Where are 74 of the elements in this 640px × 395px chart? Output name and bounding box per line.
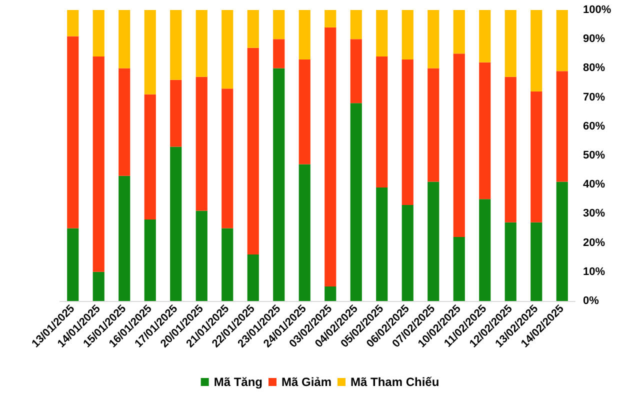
bar	[428, 182, 440, 301]
bar	[530, 91, 542, 222]
bar	[376, 56, 388, 188]
bar	[67, 10, 79, 36]
bar	[556, 182, 568, 301]
bar	[144, 10, 156, 94]
bar	[504, 222, 516, 301]
bar	[453, 10, 465, 54]
bar	[222, 228, 234, 301]
bar	[170, 146, 182, 301]
bar	[92, 56, 104, 272]
bar	[479, 62, 491, 200]
bar	[196, 210, 208, 301]
bar	[170, 10, 182, 80]
bar	[376, 10, 388, 57]
bar	[504, 10, 516, 77]
bar	[67, 228, 79, 301]
bar	[530, 222, 542, 301]
legend-label: Mã Tham Chiếu	[350, 375, 440, 389]
bar	[376, 188, 388, 301]
bar	[324, 10, 336, 28]
bar	[428, 68, 440, 182]
bar	[222, 10, 234, 89]
bar	[67, 36, 79, 228]
y-tick-label: 30%	[583, 208, 606, 220]
bar	[118, 10, 130, 68]
bar	[402, 204, 414, 301]
bar	[144, 220, 156, 301]
bar	[350, 103, 362, 301]
y-tick-label: 50%	[583, 150, 606, 162]
legend-label: Mã Giảm	[281, 375, 332, 389]
bar	[170, 80, 182, 147]
bar	[402, 59, 414, 205]
bar	[556, 71, 568, 182]
bar	[556, 10, 568, 72]
bar	[504, 76, 516, 222]
y-tick-label: 0%	[583, 295, 600, 307]
bar	[530, 10, 542, 92]
y-tick-label: 40%	[583, 178, 606, 191]
bar	[92, 272, 104, 301]
y-tick-label: 90%	[583, 33, 606, 46]
bar	[247, 10, 259, 48]
bar	[196, 10, 208, 77]
bar	[247, 254, 259, 301]
bar	[453, 54, 465, 237]
y-tick-label: 100%	[583, 4, 612, 16]
bar	[273, 10, 285, 40]
y-tick-label: 20%	[583, 236, 606, 249]
bar	[350, 39, 362, 104]
bar	[453, 236, 465, 301]
bar	[324, 27, 336, 286]
bar	[144, 94, 156, 220]
bar	[428, 10, 440, 68]
bar	[196, 76, 208, 211]
y-tick-label: 70%	[583, 91, 606, 104]
legend-label: Mã Tăng	[214, 375, 262, 389]
bar	[479, 10, 491, 62]
bar	[92, 10, 104, 57]
bar	[222, 88, 234, 228]
y-tick-label: 10%	[583, 266, 606, 278]
bar	[324, 286, 336, 301]
bar	[118, 68, 130, 176]
bar	[298, 164, 310, 301]
bar	[298, 59, 310, 164]
bar	[247, 48, 259, 254]
bar	[350, 10, 362, 40]
bar	[118, 176, 130, 301]
bar	[402, 10, 414, 60]
bar	[273, 39, 285, 68]
bar	[479, 199, 491, 301]
bar	[298, 10, 310, 60]
y-tick-label: 60%	[583, 120, 606, 132]
y-tick-label: 80%	[583, 62, 606, 74]
bar	[273, 68, 285, 301]
